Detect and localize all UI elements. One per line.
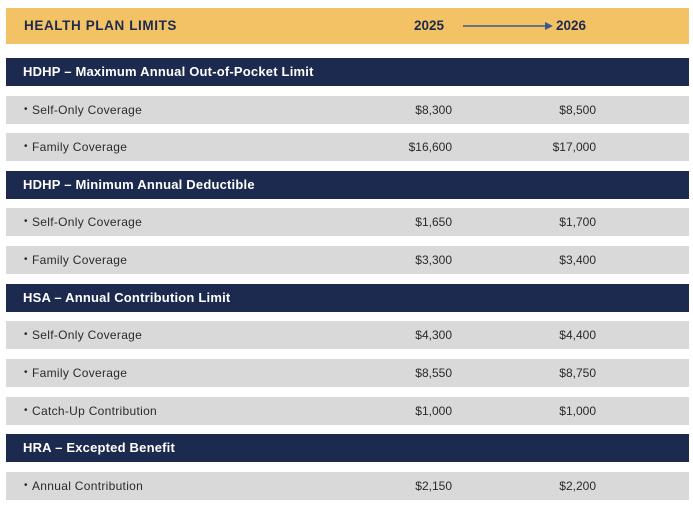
- bullet-icon: •: [24, 141, 28, 152]
- value-2026: $1,000: [559, 404, 596, 418]
- row-label: Self-Only Coverage: [32, 215, 143, 229]
- bullet-icon: •: [24, 480, 28, 491]
- value-2025: $4,300: [415, 328, 452, 342]
- section-title: HSA – Annual Contribution Limit: [23, 290, 231, 305]
- value-2026: $1,700: [559, 215, 596, 229]
- row-label: Self-Only Coverage: [32, 103, 143, 117]
- value-2026: $4,400: [559, 328, 596, 342]
- table-row: • Self-Only Coverage $8,300 $8,500: [6, 96, 689, 124]
- row-label: Family Coverage: [32, 140, 128, 154]
- section-header: HSA – Annual Contribution Limit: [6, 284, 689, 312]
- bullet-icon: •: [24, 329, 28, 340]
- section-header: HRA – Excepted Benefit: [6, 434, 689, 462]
- year-to-label: 2026: [556, 18, 587, 33]
- bullet-icon: •: [24, 104, 28, 115]
- bullet-icon: •: [24, 254, 28, 265]
- table-row: • Family Coverage $16,600 $17,000: [6, 133, 689, 161]
- value-2025: $8,300: [415, 103, 452, 117]
- row-label: Self-Only Coverage: [32, 328, 143, 342]
- table-row: • Family Coverage $3,300 $3,400: [6, 246, 689, 274]
- value-2025: $16,600: [408, 140, 452, 154]
- value-2025: $8,550: [415, 366, 452, 380]
- value-2026: $2,200: [559, 479, 596, 493]
- table-row: • Self-Only Coverage $1,650 $1,700: [6, 208, 689, 236]
- value-2026: $8,500: [559, 103, 596, 117]
- table-row: • Annual Contribution $2,150 $2,200: [6, 472, 689, 500]
- table-title: HEALTH PLAN LIMITS: [24, 18, 178, 33]
- section-title: HDHP – Minimum Annual Deductible: [23, 177, 255, 192]
- table-row: • Catch-Up Contribution $1,000 $1,000: [6, 397, 689, 425]
- value-2025: $1,650: [415, 215, 452, 229]
- value-2025: $2,150: [415, 479, 452, 493]
- row-label: Annual Contribution: [32, 479, 144, 493]
- row-label: Family Coverage: [32, 253, 128, 267]
- value-2025: $1,000: [415, 404, 452, 418]
- value-2026: $17,000: [552, 140, 596, 154]
- arrow-right-icon: [463, 22, 553, 30]
- table-header: HEALTH PLAN LIMITS 2025 2026: [6, 8, 689, 44]
- value-2026: $8,750: [559, 366, 596, 380]
- section-header: HDHP – Maximum Annual Out-of-Pocket Limi…: [6, 58, 689, 86]
- table-row: • Self-Only Coverage $4,300 $4,400: [6, 321, 689, 349]
- section-title: HDHP – Maximum Annual Out-of-Pocket Limi…: [23, 64, 314, 79]
- bullet-icon: •: [24, 216, 28, 227]
- table-row: • Family Coverage $8,550 $8,750: [6, 359, 689, 387]
- section-title: HRA – Excepted Benefit: [23, 440, 176, 455]
- value-2026: $3,400: [559, 253, 596, 267]
- row-label: Catch-Up Contribution: [32, 404, 158, 418]
- section-header: HDHP – Minimum Annual Deductible: [6, 171, 689, 199]
- year-from-label: 2025: [414, 18, 445, 33]
- bullet-icon: •: [24, 367, 28, 378]
- bullet-icon: •: [24, 405, 28, 416]
- value-2025: $3,300: [415, 253, 452, 267]
- row-label: Family Coverage: [32, 366, 128, 380]
